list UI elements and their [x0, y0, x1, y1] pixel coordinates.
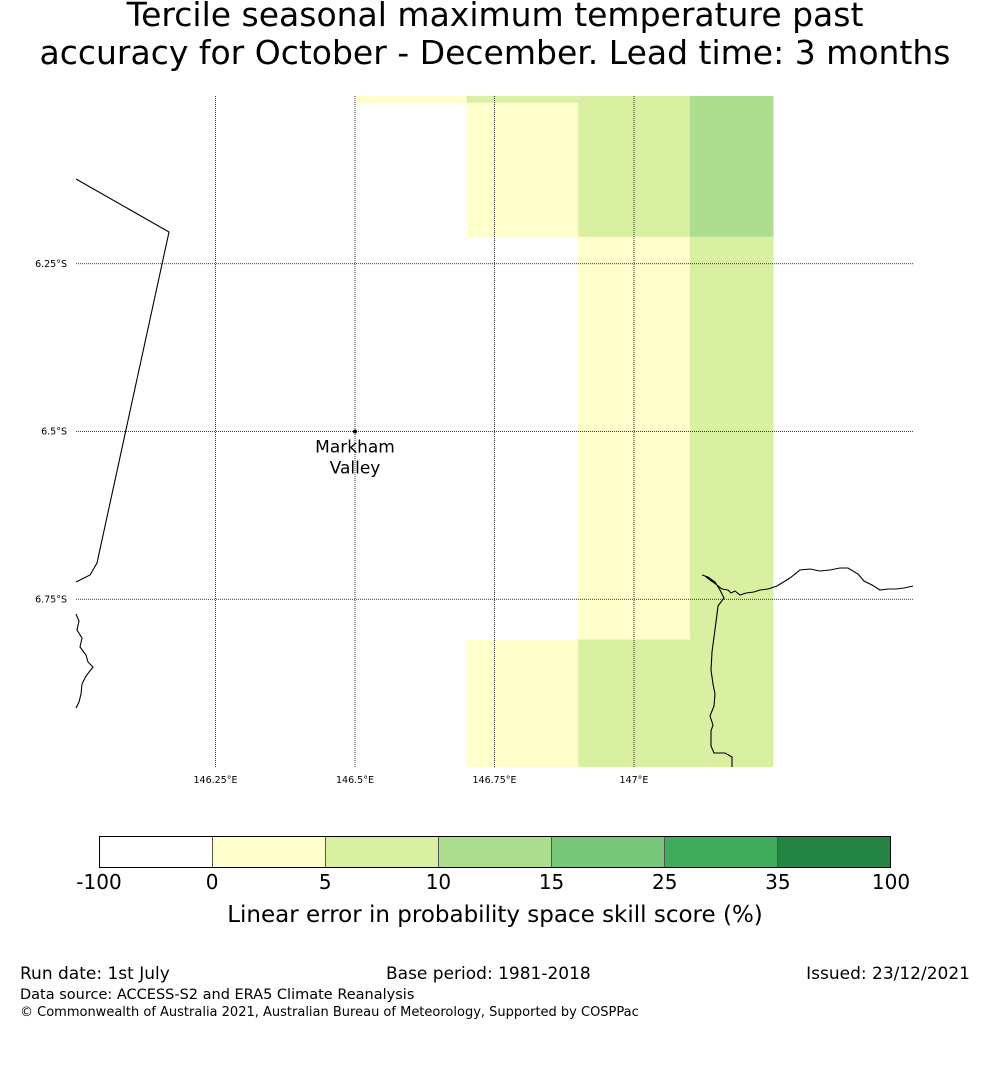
skill-grid-cell	[466, 96, 579, 103]
skill-grid-cell	[466, 102, 579, 237]
colorbar-tick: 35	[765, 870, 791, 894]
latitude-tick-label: 6.25°S	[35, 259, 67, 270]
latitude-tick-label: 6.5°S	[41, 427, 67, 438]
skill-grid-cell	[689, 236, 774, 767]
latitude-tick-label: 6.75°S	[35, 594, 67, 605]
coastline-west-north	[75, 178, 170, 583]
colorbar-segment	[326, 837, 439, 867]
map-gridlines	[76, 96, 913, 767]
longitude-tick-label: 146.25°E	[194, 775, 238, 786]
colorbar-label: Linear error in probability space skill …	[227, 902, 763, 928]
colorbar	[99, 836, 891, 868]
colorbar-segment	[665, 837, 778, 867]
colorbar-segment	[778, 837, 890, 867]
colorbar-segment	[100, 837, 213, 867]
place-label-line-2: Valley	[330, 459, 381, 479]
skill-grid-cell	[355, 96, 467, 103]
base-period: Base period: 1981-2018	[386, 964, 591, 984]
place-label-line-1: Markham	[315, 438, 395, 458]
colorbar-tick: 25	[651, 870, 678, 894]
colorbar-tick: 10	[425, 870, 452, 894]
colorbar-segment	[439, 837, 552, 867]
longitude-tick-label: 147°E	[620, 775, 649, 786]
colorbar-tick: 15	[538, 870, 565, 894]
colorbar-tick: 100	[871, 870, 911, 894]
map-title-line-1: Tercile seasonal maximum temperature pas…	[126, 0, 864, 34]
run-date: Run date: 1st July	[20, 964, 170, 984]
colorbar-tick: 0	[205, 870, 219, 894]
map-tick-labels: 146.25°E 146.5°E 146.75°E 147°E 6.25°S 6.5°S 6…	[35, 259, 648, 786]
coastline-east	[701, 567, 914, 767]
colorbar-segment	[213, 837, 326, 867]
copyright: © Commonwealth of Australia 2021, Austra…	[20, 1005, 639, 1020]
coastline	[75, 178, 914, 767]
skill-grid-cell	[689, 96, 774, 237]
colorbar-tick: 5	[318, 870, 332, 894]
coastline-west-south	[75, 613, 94, 709]
issued-date: Issued: 23/12/2021	[806, 964, 970, 984]
map-title-line-2: accuracy for October - December. Lead ti…	[39, 33, 951, 72]
longitude-tick-label: 146.5°E	[336, 775, 374, 786]
data-source: Data source: ACCESS-S2 and ERA5 Climate …	[20, 987, 415, 1003]
place-marker-dot	[353, 429, 357, 434]
colorbar-segment	[552, 837, 665, 867]
longitude-tick-label: 146.75°E	[473, 775, 517, 786]
colorbar-tick: -100	[76, 870, 122, 894]
skill-grid-cell	[466, 639, 579, 767]
